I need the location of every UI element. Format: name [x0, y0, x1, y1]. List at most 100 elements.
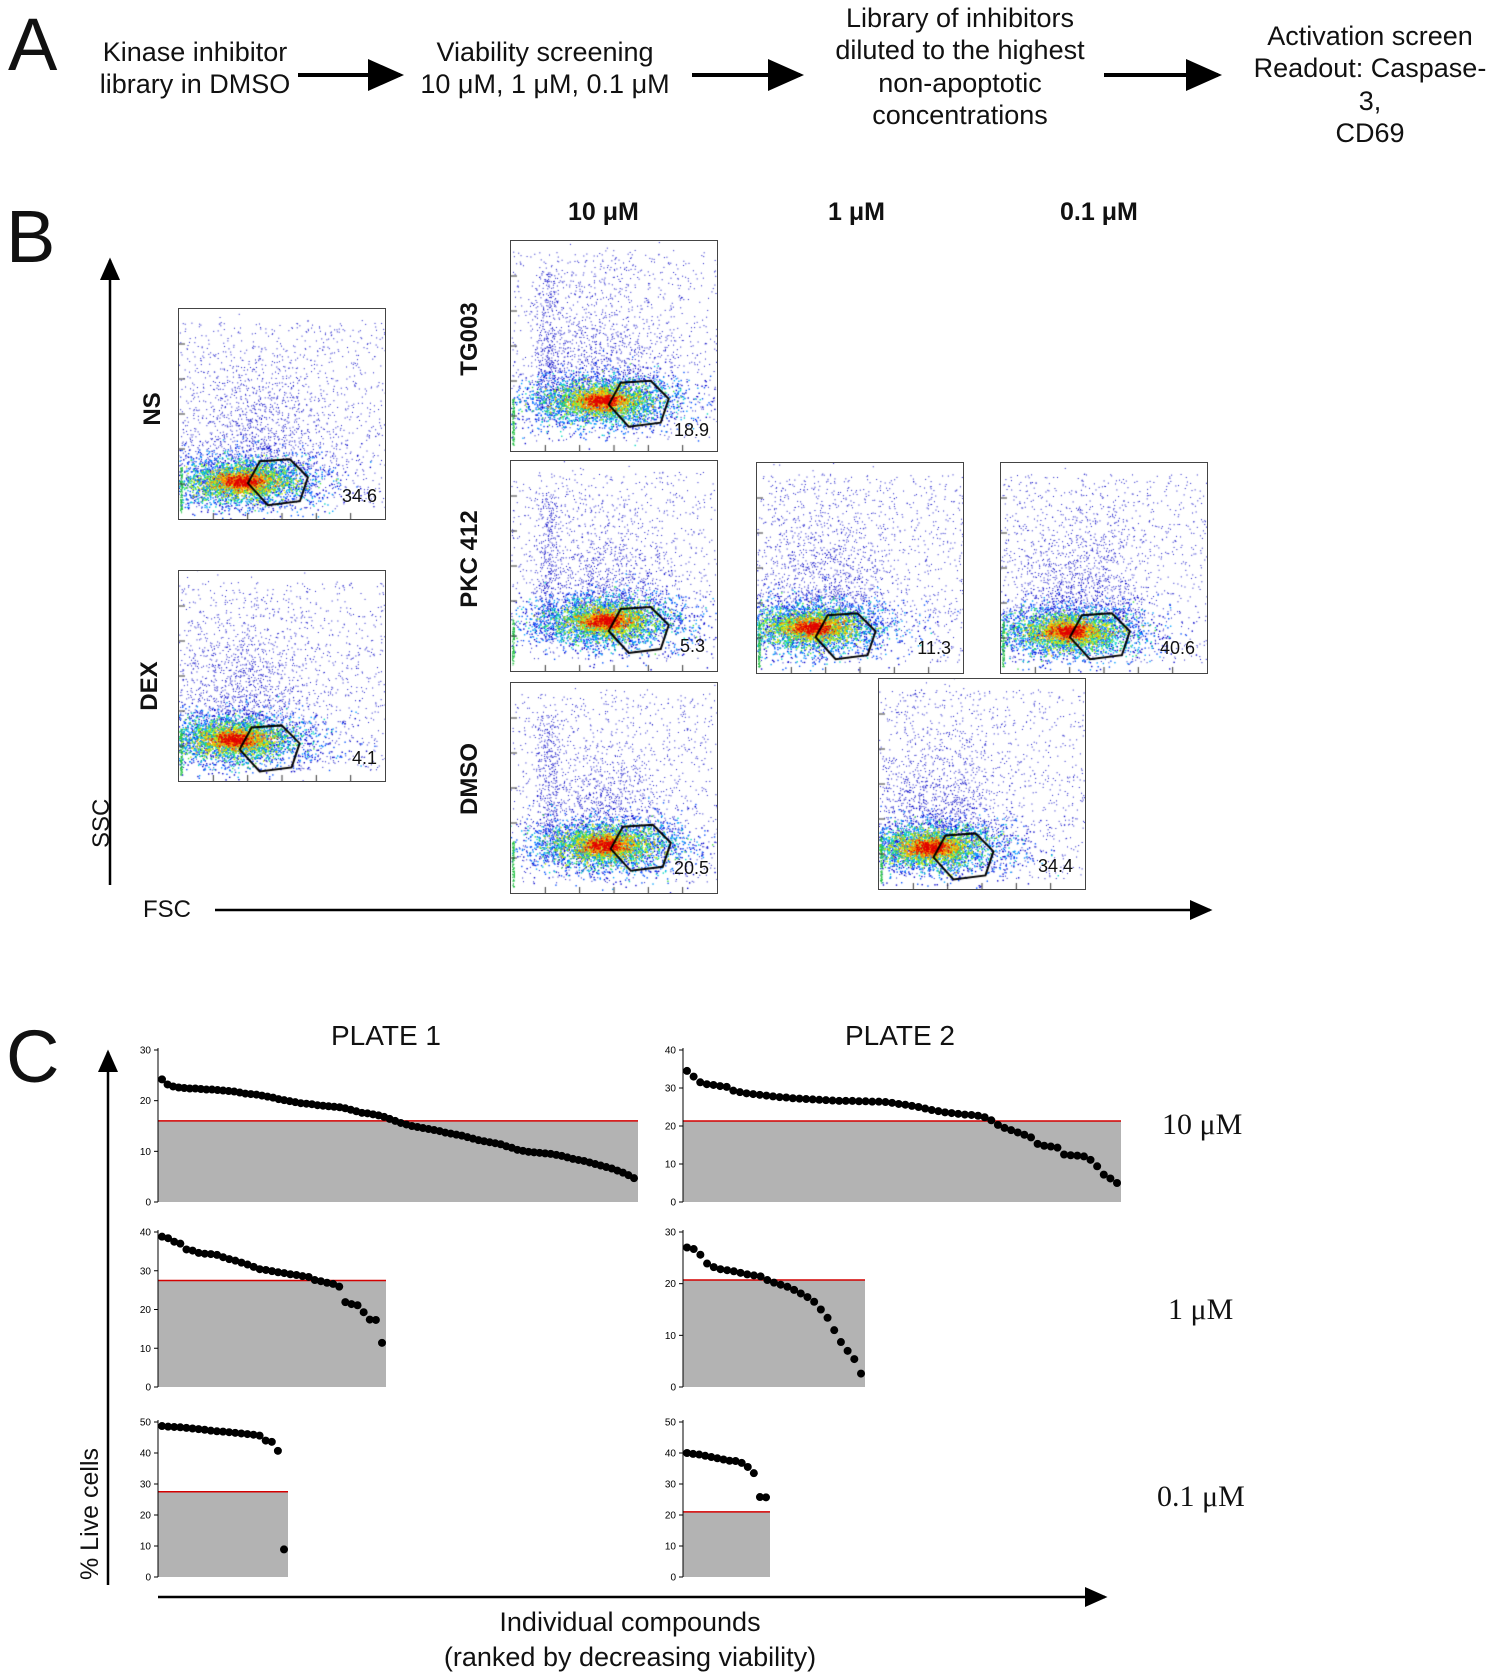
data-point	[231, 1256, 240, 1265]
data-point	[1113, 1179, 1121, 1187]
data-point	[194, 1425, 203, 1434]
y-tick-label: 20	[140, 1096, 152, 1107]
data-point	[703, 1259, 712, 1268]
data-point	[749, 1271, 758, 1280]
y-tick-label: 10	[665, 1331, 677, 1342]
data-point	[158, 1075, 166, 1084]
data-point	[219, 1253, 228, 1262]
data-point	[316, 1277, 325, 1286]
data-point	[808, 1095, 817, 1104]
data-point	[273, 1446, 282, 1455]
data-point	[756, 1272, 765, 1281]
data-point	[1099, 1170, 1108, 1179]
data-point	[1086, 1155, 1095, 1164]
data-point	[802, 1095, 811, 1104]
fsc-axis-label: FSC	[143, 896, 191, 923]
panel-c-label: C	[6, 1015, 60, 1098]
data-point	[1007, 1126, 1016, 1135]
flow-step-4: Activation screen Readout: Caspase-3, CD…	[1245, 20, 1495, 150]
y-tick-label: 30	[665, 1228, 677, 1239]
y-tick-label: 30	[665, 1084, 677, 1095]
data-point	[280, 1269, 289, 1278]
data-point	[716, 1265, 725, 1274]
data-point	[176, 1239, 185, 1248]
gate-value: 34.4	[1037, 856, 1073, 876]
y-tick-label: 50	[140, 1418, 152, 1429]
data-point	[683, 1066, 691, 1075]
compounds-axis-label: Individual compounds (ranked by decreasi…	[410, 1605, 850, 1675]
data-point	[921, 1104, 930, 1113]
data-point	[770, 1278, 778, 1287]
data-point	[731, 1457, 740, 1466]
data-point	[1060, 1150, 1069, 1159]
data-point	[164, 1422, 173, 1431]
data-point	[947, 1109, 956, 1118]
data-point	[749, 1090, 758, 1099]
y-tick-label: 40	[665, 1449, 677, 1460]
data-point	[261, 1436, 270, 1445]
data-point	[1073, 1151, 1082, 1160]
below-threshold-area	[683, 1121, 1121, 1202]
data-point	[1066, 1151, 1075, 1160]
flow-plot-pkc-10um: 5.3	[510, 460, 718, 672]
data-point	[255, 1265, 264, 1274]
plate-2-header: PLATE 2	[845, 1020, 955, 1051]
data-point	[202, 1085, 211, 1094]
data-point	[286, 1270, 295, 1279]
flow-step-1-line: library in DMSO	[99, 69, 291, 100]
col-header-01um: 0.1 μM	[1060, 198, 1138, 226]
flow-plot-dmso-01um: 34.4	[878, 678, 1086, 890]
below-threshold-area	[158, 1120, 638, 1202]
data-point	[775, 1093, 784, 1102]
below-threshold-area	[683, 1280, 865, 1387]
y-tick-label: 10	[665, 1160, 677, 1171]
conc-label-10um: 10 μM	[1162, 1108, 1243, 1141]
data-point	[736, 1268, 745, 1277]
flow-step-4-line: Readout: Caspase-3,	[1253, 53, 1487, 116]
data-point	[888, 1098, 897, 1107]
y-tick-label: 40	[665, 1046, 677, 1057]
data-point	[1106, 1174, 1115, 1183]
data-point	[341, 1298, 350, 1307]
data-point	[231, 1428, 240, 1437]
data-point	[725, 1456, 734, 1465]
viability-plot: 0 10 20 30 40 50	[665, 1418, 770, 1584]
data-point	[850, 1355, 859, 1364]
data-point	[823, 1313, 832, 1322]
data-point	[268, 1267, 276, 1276]
data-point	[749, 1469, 758, 1478]
data-point	[762, 1091, 771, 1100]
below-threshold-area	[158, 1491, 288, 1577]
data-point	[782, 1093, 791, 1102]
panel-b-label: B	[6, 195, 56, 278]
viability-plot: 0 10 20 30 40 50	[140, 1418, 288, 1584]
data-point	[927, 1106, 936, 1115]
data-point	[755, 1493, 764, 1502]
data-point	[857, 1369, 865, 1378]
data-point	[901, 1100, 910, 1109]
flow-step-3-line: non-apoptotic	[878, 67, 1042, 98]
flow-arrows	[298, 59, 1222, 91]
data-point	[835, 1096, 844, 1105]
viability-plot: 0 10 20 30 40	[140, 1228, 386, 1394]
data-point	[1053, 1143, 1062, 1152]
data-point	[206, 1426, 215, 1435]
flow-step-3: Library of inhibitors diluted to the hig…	[815, 2, 1105, 132]
data-point	[769, 1092, 777, 1101]
data-point	[836, 1338, 845, 1347]
gate-value: 40.6	[1159, 638, 1195, 658]
data-point	[795, 1094, 804, 1103]
data-point	[1033, 1139, 1042, 1148]
data-point	[158, 1232, 166, 1241]
live-cells-axis-label: % Live cells	[76, 1448, 104, 1580]
data-point	[701, 1451, 710, 1460]
data-point	[298, 1272, 307, 1281]
data-point	[1000, 1123, 1009, 1132]
gate-value: 34.6	[341, 486, 377, 506]
data-point	[729, 1267, 738, 1276]
data-point	[1020, 1130, 1029, 1139]
data-point	[755, 1090, 764, 1099]
data-point	[716, 1082, 725, 1091]
gate-value: 18.9	[673, 420, 709, 440]
data-point	[702, 1080, 711, 1089]
